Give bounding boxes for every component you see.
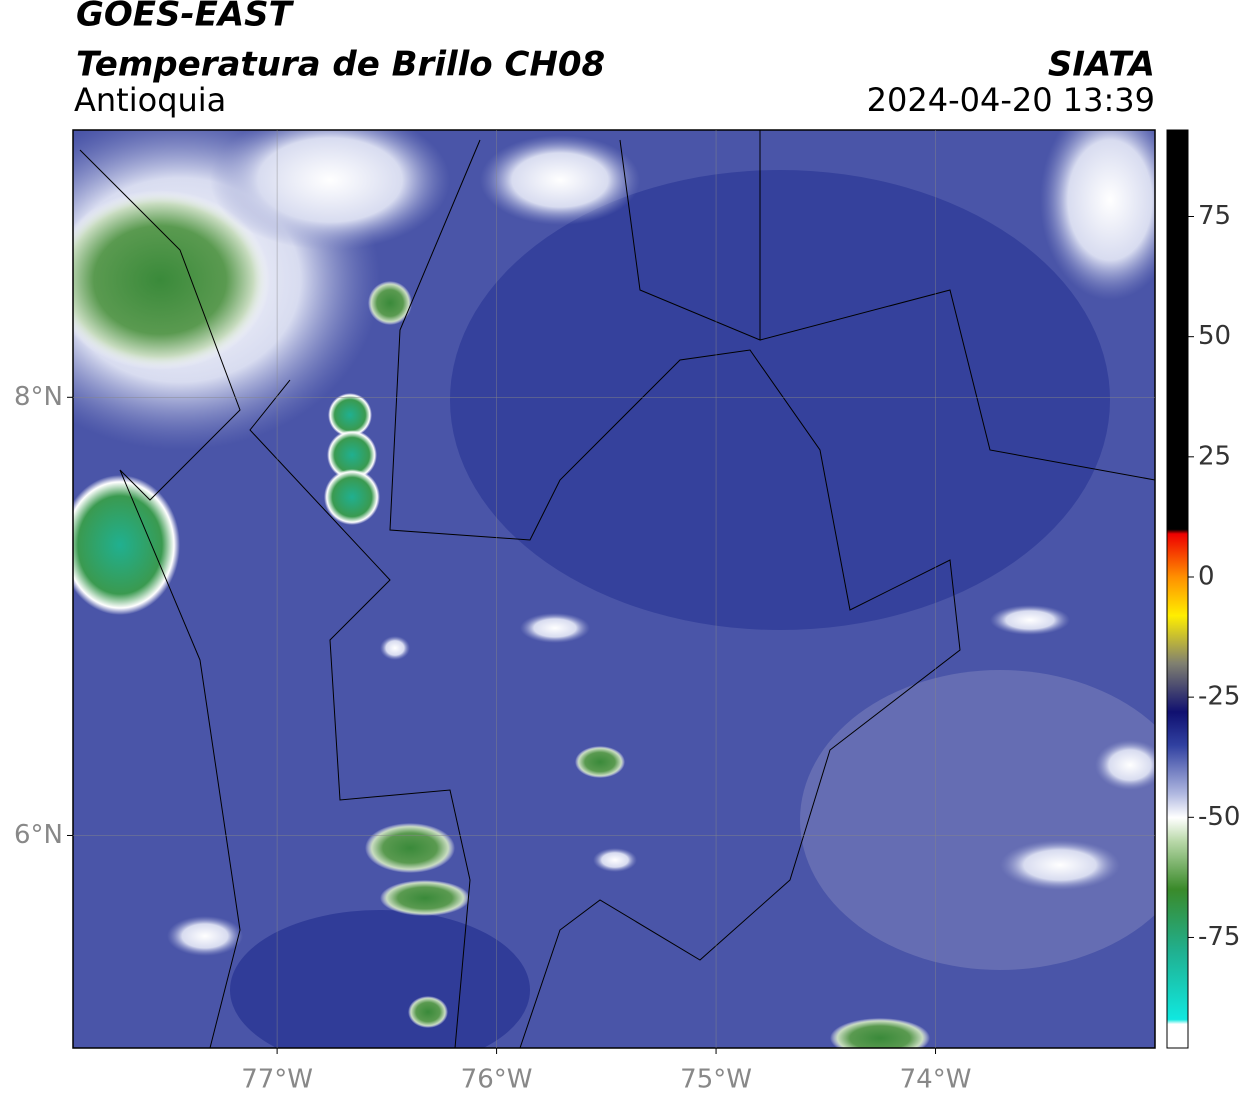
lon-label: 75°W [680,1065,752,1095]
subtitle: Temperatura de Brillo CH08 [76,45,605,85]
lon-label: 76°W [461,1065,533,1095]
lon-label: 77°W [241,1065,313,1095]
colorbar-label: -75 [1198,922,1240,952]
colorbar-label: -25 [1198,682,1240,712]
colorbar-label: 75 [1198,201,1231,231]
lon-label: 74°W [900,1065,972,1095]
colorbar-label: 50 [1198,321,1231,351]
colorbar-label: -50 [1198,802,1240,832]
colorbar-label: 0 [1198,561,1215,591]
map-image [73,130,1155,1048]
lat-label: 6°N [14,820,63,850]
colorbar [1166,129,1189,1049]
map-frame [72,129,1156,1049]
lat-label: 8°N [14,382,63,412]
datetime: 2024-04-20 13:39 [867,81,1155,119]
colorbar-label: 25 [1198,441,1231,471]
title: GOES-EAST [76,0,295,35]
region: Antioquia [74,81,226,119]
source: SIATA [1048,45,1155,85]
